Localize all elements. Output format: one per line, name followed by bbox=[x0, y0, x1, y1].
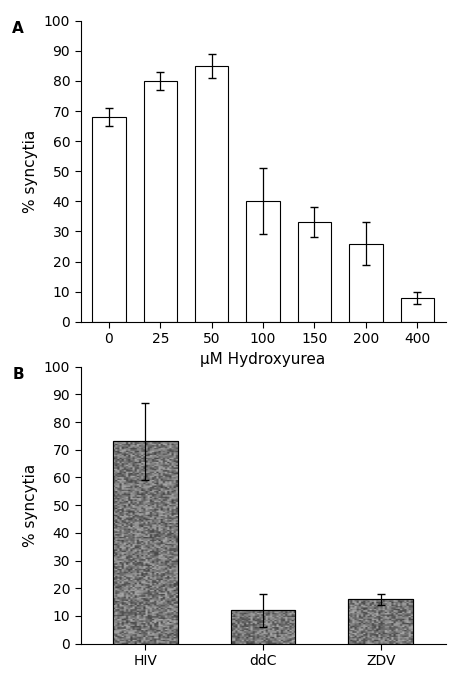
Bar bbox=[349, 244, 383, 322]
Text: A: A bbox=[12, 21, 24, 36]
Y-axis label: % syncytia: % syncytia bbox=[23, 464, 38, 547]
X-axis label: μM Hydroxyurea: μM Hydroxyurea bbox=[201, 352, 326, 367]
Bar bbox=[113, 441, 178, 644]
Bar bbox=[348, 599, 413, 644]
Bar bbox=[246, 201, 280, 322]
Bar bbox=[231, 610, 295, 644]
Bar bbox=[298, 222, 331, 322]
Bar bbox=[231, 610, 295, 644]
Bar bbox=[348, 599, 413, 644]
Bar bbox=[401, 298, 434, 322]
Bar bbox=[113, 441, 178, 644]
Bar bbox=[144, 81, 177, 322]
Y-axis label: % syncytia: % syncytia bbox=[23, 129, 38, 213]
Text: B: B bbox=[12, 367, 24, 382]
Bar bbox=[92, 117, 126, 322]
Bar bbox=[195, 66, 228, 322]
